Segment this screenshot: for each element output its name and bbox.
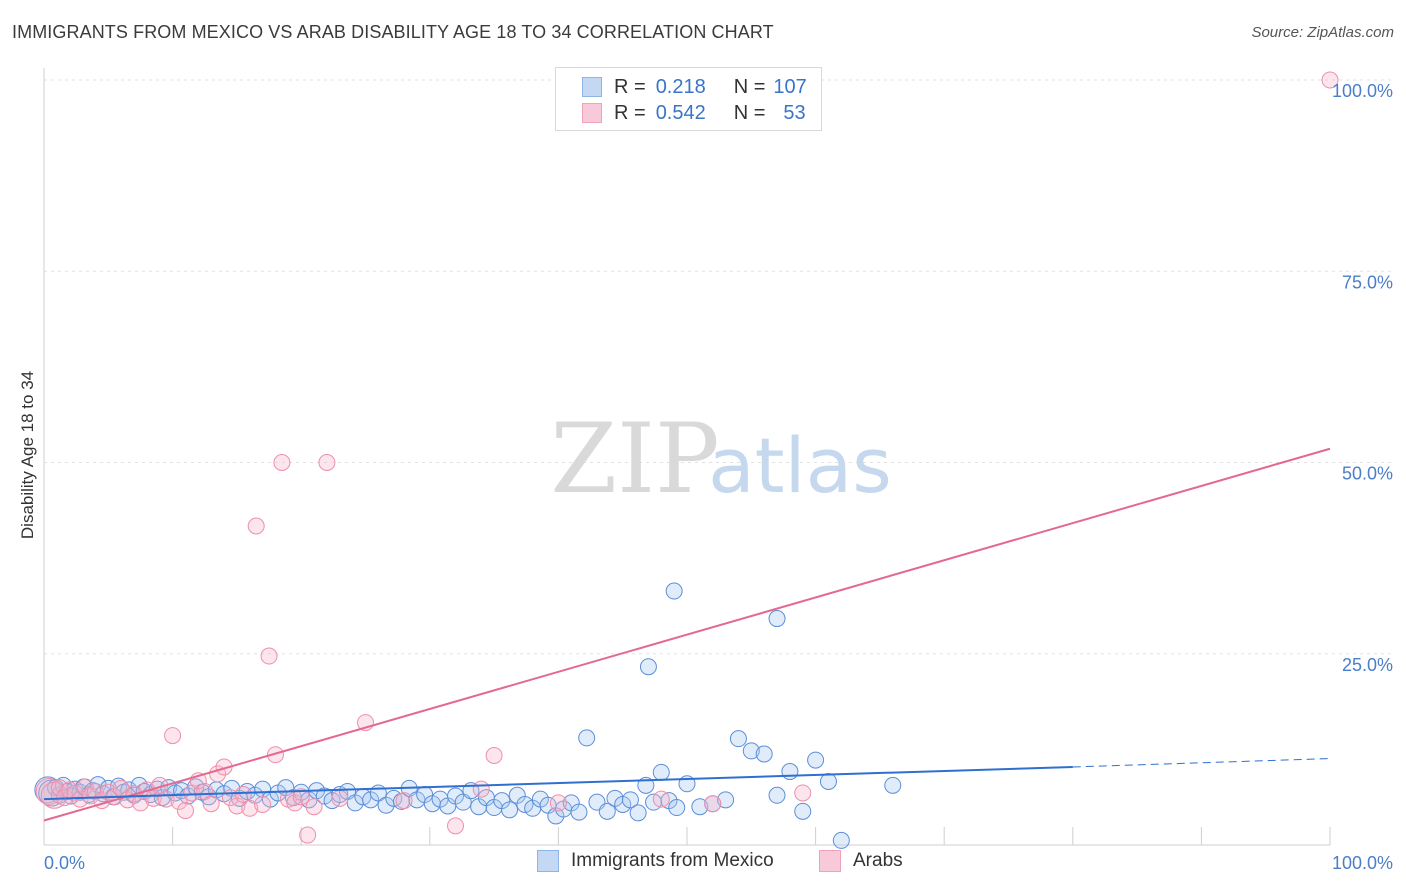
point-arabs <box>170 792 188 810</box>
trend-line-mexico <box>43 765 1073 801</box>
point-arabs <box>202 795 220 813</box>
point-mexico <box>598 802 616 820</box>
legend-swatch-arabs <box>819 850 841 872</box>
point-mexico <box>668 799 686 817</box>
trend-line-arabs <box>43 447 1331 822</box>
point-arabs <box>305 798 323 816</box>
point-mexico <box>832 831 850 849</box>
point-arabs <box>86 782 104 800</box>
y-tick-label: 50.0% <box>1342 464 1393 484</box>
series-mexico-points <box>34 582 902 849</box>
point-mexico <box>742 742 760 760</box>
watermark: ZIP atlas <box>550 403 891 515</box>
legend-r-label: R = <box>614 101 646 124</box>
legend-swatch-mexico <box>582 77 602 97</box>
watermark-atlas: atlas <box>708 421 892 510</box>
point-arabs <box>472 780 490 798</box>
point-mexico <box>578 729 596 747</box>
y-tick-label: 100.0% <box>1332 81 1393 101</box>
legend-label-mexico: Immigrants from Mexico <box>571 850 774 871</box>
legend-r-label: R = <box>614 75 646 98</box>
point-arabs <box>286 794 304 812</box>
point-mexico <box>665 582 683 600</box>
axes <box>43 68 1331 846</box>
point-arabs <box>549 794 567 812</box>
point-arabs <box>318 454 336 471</box>
point-arabs <box>260 647 278 665</box>
point-arabs <box>273 454 291 471</box>
point-arabs <box>1321 71 1339 89</box>
point-mexico <box>781 763 799 781</box>
legend-row-mexico: R = 0.218 N = 107 <box>582 74 807 100</box>
legend-item-arabs[interactable]: Arabs <box>819 850 903 872</box>
point-arabs <box>292 788 310 806</box>
point-arabs <box>176 802 194 820</box>
source-label: Source: ZipAtlas.com <box>1251 24 1394 41</box>
point-arabs <box>331 789 349 807</box>
legend-n-label: N = <box>733 75 766 98</box>
legend-n-label: N = <box>733 101 766 124</box>
correlation-legend: R = 0.218 N = 107 R = 0.542 N = 53 <box>555 67 822 131</box>
tick-labels: 25.0% 50.0% 75.0% 100.0% 0.0% 100.0% <box>44 81 1393 873</box>
point-arabs <box>247 517 265 535</box>
grid <box>44 79 1395 655</box>
point-mexico <box>691 798 709 816</box>
legend-r-value-mexico: 0.218 <box>655 75 706 98</box>
point-mexico <box>768 786 786 804</box>
point-mexico <box>807 751 825 769</box>
legend-r-value-arabs: 0.542 <box>655 101 706 124</box>
trend-line-mexico-extension <box>1072 758 1331 768</box>
point-mexico <box>794 802 812 820</box>
point-arabs <box>395 792 413 810</box>
point-mexico <box>717 791 735 809</box>
point-mexico <box>819 773 837 791</box>
series-legend: Immigrants from Mexico Arabs <box>0 850 1406 880</box>
point-mexico <box>516 795 534 813</box>
point-arabs <box>299 826 317 844</box>
legend-row-arabs: R = 0.542 N = 53 <box>582 100 806 126</box>
point-arabs <box>164 727 182 745</box>
point-mexico <box>755 745 773 763</box>
series-arabs-points <box>35 71 1339 844</box>
legend-swatch-mexico <box>537 850 559 872</box>
point-mexico <box>621 791 639 809</box>
legend-n-value-mexico: 107 <box>773 75 807 98</box>
y-tick-label: 75.0% <box>1342 272 1393 292</box>
point-mexico <box>570 803 588 821</box>
point-arabs <box>50 779 68 797</box>
point-arabs <box>704 795 722 813</box>
legend-label-arabs: Arabs <box>853 850 903 871</box>
legend-swatch-arabs <box>582 103 602 123</box>
point-arabs <box>241 799 259 817</box>
watermark-zip: ZIP <box>550 403 719 515</box>
point-mexico <box>652 763 670 781</box>
trend-lines <box>43 447 1331 822</box>
point-arabs <box>485 746 503 764</box>
point-arabs <box>794 784 812 802</box>
point-mexico <box>729 730 747 748</box>
y-tick-label: 25.0% <box>1342 655 1393 675</box>
point-arabs <box>447 817 465 835</box>
legend-n-value-arabs: 53 <box>783 101 806 124</box>
point-mexico <box>501 801 519 819</box>
point-mexico <box>768 610 786 628</box>
x-tick-label: 0.0% <box>44 853 85 873</box>
y-axis-label: Disability Age 18 to 34 <box>18 370 37 540</box>
point-arabs <box>76 778 94 796</box>
point-mexico <box>629 804 647 822</box>
point-mexico <box>166 784 184 802</box>
legend-item-mexico[interactable]: Immigrants from Mexico <box>537 850 774 872</box>
x-tick-label: 100.0% <box>1332 853 1393 873</box>
point-mexico <box>884 776 902 794</box>
chart-title: IMMIGRANTS FROM MEXICO VS ARAB DISABILIT… <box>12 22 774 42</box>
point-arabs <box>234 786 252 804</box>
point-arabs <box>266 746 284 764</box>
point-arabs <box>652 790 670 808</box>
point-mexico <box>639 658 657 676</box>
point-arabs <box>254 795 272 813</box>
